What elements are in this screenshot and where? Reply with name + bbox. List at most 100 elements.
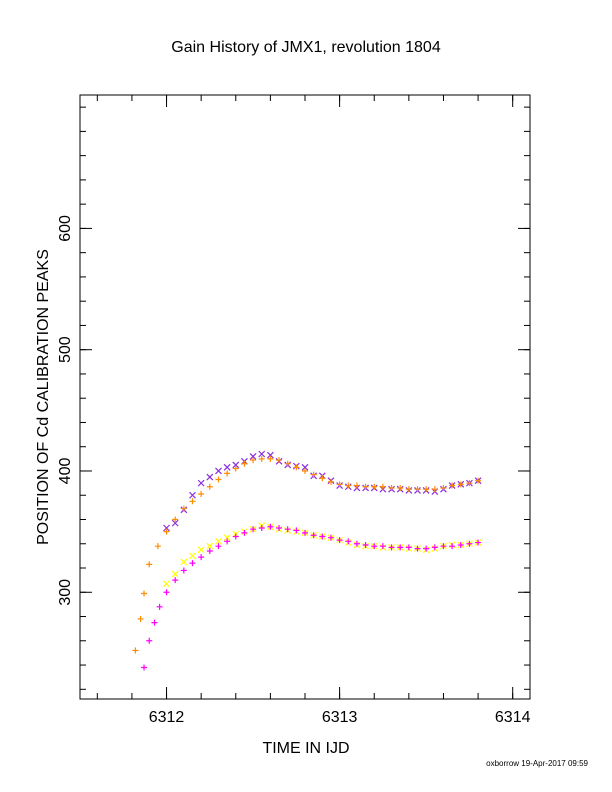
data-point [293,527,300,534]
data-point [371,483,378,490]
series-4 [141,523,482,671]
data-point [223,463,231,471]
y-tick-label: 500 [57,336,74,363]
data-point [197,479,205,487]
data-point [224,538,231,545]
data-point [336,537,343,544]
data-point [154,543,161,550]
data-point [249,453,257,460]
data-point [163,524,170,532]
data-point [171,570,179,578]
data-point [276,457,283,464]
data-point [146,561,153,568]
data-point [206,548,213,555]
data-point [250,457,257,464]
data-point [301,463,309,471]
data-point [431,544,438,551]
data-point [206,483,213,490]
series-layer [132,450,482,671]
data-point [172,577,179,584]
y-tick-label: 400 [57,458,74,485]
data-point [141,664,148,671]
data-point [397,484,404,491]
data-point [141,590,148,597]
data-point [241,460,248,467]
data-point [189,560,196,567]
data-point [414,545,421,552]
data-point [388,544,395,551]
data-point [146,637,153,644]
data-point [137,615,144,622]
data-point [180,567,187,574]
series-2 [163,522,482,588]
x-tick-label: 6312 [149,709,185,726]
data-point [405,486,412,493]
data-point [232,461,240,469]
series-3 [132,455,482,654]
data-point [189,552,196,560]
data-point [171,519,179,527]
data-point [198,554,205,561]
data-point [276,524,283,531]
x-axis-label: TIME IN IJD [262,740,349,757]
data-point [206,542,214,550]
data-point [423,545,430,552]
data-point [215,467,222,475]
data-point [258,450,266,458]
y-tick-label: 300 [57,579,74,606]
data-point [440,484,447,491]
data-point [310,471,317,478]
data-point [353,540,360,547]
data-point [250,526,257,533]
data-point [293,464,300,471]
data-point [345,482,352,489]
data-point [362,483,369,490]
data-point [151,619,158,626]
data-point [180,505,187,512]
data-point [302,467,308,474]
data-point [215,543,222,550]
data-point [319,475,326,482]
data-point [388,484,395,491]
chart-title: Gain History of JMX1, revolution 1804 [171,39,441,56]
y-tick-label: 600 [57,215,74,242]
data-point [172,516,179,523]
data-point [267,455,274,462]
data-point [223,534,231,542]
data-point [379,483,386,490]
data-point [310,532,317,539]
data-point [449,482,456,489]
data-point [423,486,430,493]
data-point [457,481,464,488]
data-point [266,451,274,459]
data-point [284,526,291,533]
data-point [414,486,421,493]
data-point [132,647,139,654]
y-axis-label: POSITION OF Cd CALIBRATION PEAKS [35,249,52,545]
data-point [327,534,334,541]
data-point [163,589,170,596]
data-point [319,533,326,540]
data-point [156,603,163,610]
data-point [189,491,196,499]
data-point [232,465,239,472]
data-point [475,477,482,484]
data-point [163,580,170,588]
x-tick-label: 6313 [322,709,358,726]
data-point [258,524,265,531]
data-point [267,523,274,530]
data-point [215,537,222,545]
axis-ticks: 6312 6313 6314 300 400 500 600 [57,95,531,726]
data-point [241,529,248,536]
data-point [475,539,482,546]
data-point [215,476,222,483]
data-point [345,538,352,545]
data-point [336,481,343,488]
data-point [302,529,308,536]
data-point [258,455,265,462]
data-point [457,541,464,548]
data-point [371,543,378,550]
data-point [466,480,473,487]
series-1 [163,450,482,532]
